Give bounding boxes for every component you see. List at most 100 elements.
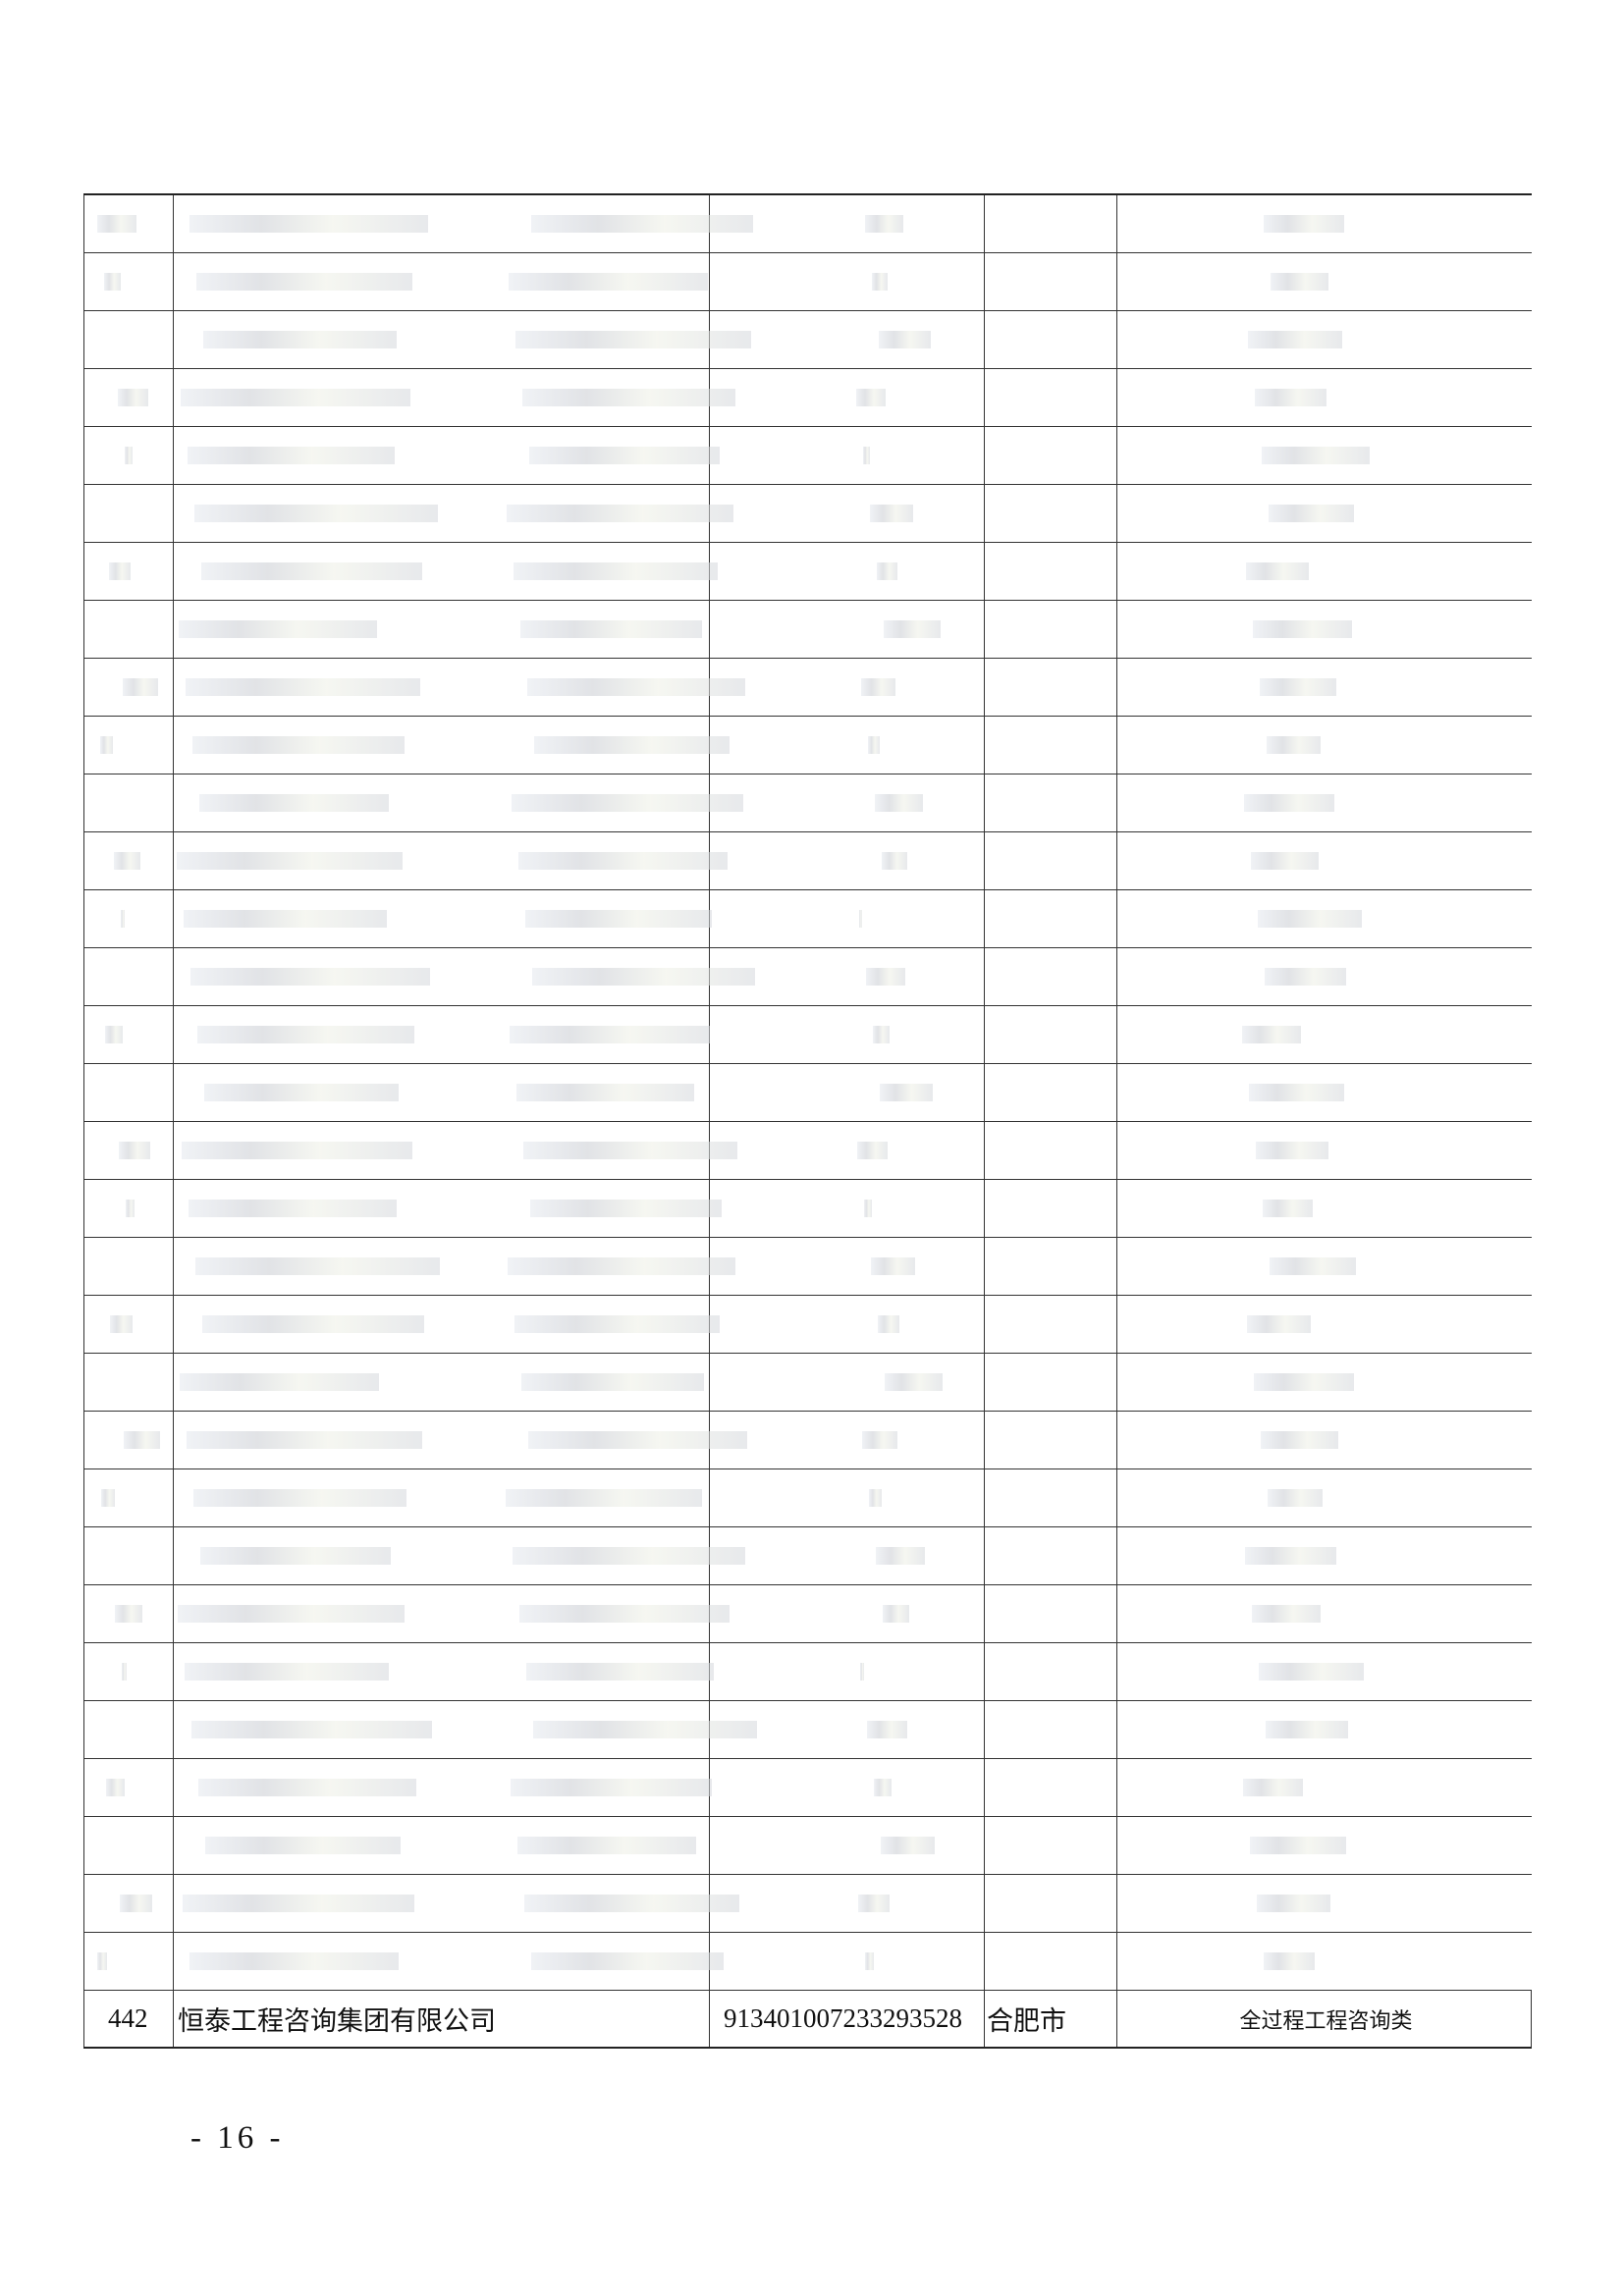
- obscured-text: [859, 910, 862, 928]
- table-cell: [984, 1122, 1116, 1179]
- obscured-text: [525, 910, 712, 928]
- table-cell: [1116, 1064, 1532, 1121]
- table-cell: [1116, 1354, 1532, 1411]
- obscured-text: [513, 1547, 745, 1565]
- obscured-text: [1250, 1837, 1346, 1854]
- obscured-text: [205, 1837, 401, 1854]
- obscured-text: [1261, 1431, 1338, 1449]
- table-cell: [709, 1759, 984, 1816]
- obscured-row: [83, 1064, 1532, 1122]
- table-cell: [173, 1643, 709, 1700]
- obscured-text: [883, 1605, 909, 1623]
- obscured-text: [120, 1895, 152, 1912]
- obscured-text: [186, 678, 420, 696]
- obscured-text: [1271, 273, 1328, 291]
- obscured-text: [178, 1605, 405, 1623]
- table-cell: [1116, 1759, 1532, 1816]
- table-cell: [173, 1296, 709, 1353]
- obscured-text: [188, 447, 395, 464]
- table-cell: [173, 659, 709, 716]
- table-cell: [1116, 1006, 1532, 1063]
- table-cell: 合肥市: [984, 1991, 1116, 2047]
- obscured-text: [530, 1200, 722, 1217]
- obscured-text: [884, 620, 941, 638]
- table-cell: [709, 1354, 984, 1411]
- table-cell: [1116, 1933, 1532, 1990]
- table-cell: [984, 1412, 1116, 1468]
- obscured-row: [83, 369, 1532, 427]
- obscured-text: [861, 678, 895, 696]
- table: 442 恒泰工程咨询集团有限公司 913401007233293528 合肥市 全过程工…: [83, 193, 1532, 2049]
- obscured-row: [83, 1238, 1532, 1296]
- obscured-text: [180, 1373, 379, 1391]
- obscured-text: [870, 505, 913, 522]
- table-cell: [83, 1122, 173, 1179]
- table-cell: [83, 832, 173, 889]
- table-cell: [173, 1817, 709, 1874]
- obscured-text: [876, 1547, 925, 1565]
- obscured-text: [871, 1257, 915, 1275]
- table-cell: [984, 1643, 1116, 1700]
- obscured-text: [1269, 505, 1354, 522]
- obscured-text: [198, 1779, 416, 1796]
- obscured-text: [885, 1373, 943, 1391]
- table-cell: [173, 1875, 709, 1932]
- table-cell: [173, 601, 709, 658]
- obscured-text: [1267, 736, 1321, 754]
- obscured-text: [868, 736, 880, 754]
- table-cell: [984, 485, 1116, 542]
- table-cell: [709, 1875, 984, 1932]
- obscured-row: [83, 1817, 1532, 1875]
- obscured-text: [1245, 1547, 1336, 1565]
- table-cell: [1116, 1585, 1532, 1642]
- table-cell: [1116, 601, 1532, 658]
- table-cell: [1116, 948, 1532, 1005]
- table-cell: [173, 1238, 709, 1295]
- obscured-text: [879, 331, 931, 348]
- table-cell: [984, 1875, 1116, 1932]
- table-row: 442 恒泰工程咨询集团有限公司 913401007233293528 合肥市 全过程工…: [83, 1991, 1532, 2047]
- obscured-text: [518, 852, 728, 870]
- obscured-text: [534, 736, 730, 754]
- obscured-text: [529, 447, 720, 464]
- obscured-text: [118, 389, 148, 406]
- table-cell: [173, 1006, 709, 1063]
- obscured-row: [83, 1469, 1532, 1527]
- table-cell: [173, 1701, 709, 1758]
- table-cell: [83, 1643, 173, 1700]
- obscured-text: [105, 1026, 123, 1043]
- obscured-text: [1248, 331, 1342, 348]
- obscured-text: [531, 1952, 724, 1970]
- table-cell: [984, 427, 1116, 484]
- table-cell: [83, 485, 173, 542]
- obscured-text: [1263, 1200, 1313, 1217]
- table-cell: [1116, 717, 1532, 774]
- obscured-text: [203, 331, 397, 348]
- table-cell: [709, 485, 984, 542]
- table-cell: [1116, 1238, 1532, 1295]
- obscured-text: [1255, 389, 1326, 406]
- table-cell: [1116, 1875, 1532, 1932]
- obscured-row: [83, 1296, 1532, 1354]
- obscured-text: [882, 852, 907, 870]
- obscured-text: [97, 1952, 107, 1970]
- obscured-text: [858, 1895, 890, 1912]
- obscured-text: [510, 1026, 710, 1043]
- table-cell: [173, 832, 709, 889]
- obscured-text: [509, 273, 708, 291]
- obscured-text: [1252, 1605, 1321, 1623]
- obscured-row: [83, 1527, 1532, 1585]
- obscured-text: [122, 1663, 127, 1681]
- obscured-row: [83, 1180, 1532, 1238]
- obscured-text: [862, 1431, 897, 1449]
- obscured-row: [83, 1933, 1532, 1991]
- obscured-text: [1249, 1084, 1344, 1101]
- table-cell: [83, 1354, 173, 1411]
- table-cell: [709, 253, 984, 310]
- obscured-text: [192, 736, 405, 754]
- table-cell: [83, 1006, 173, 1063]
- table-cell: [173, 543, 709, 600]
- obscured-text: [109, 562, 131, 580]
- table-cell: [984, 717, 1116, 774]
- obscured-text: [1256, 1142, 1328, 1159]
